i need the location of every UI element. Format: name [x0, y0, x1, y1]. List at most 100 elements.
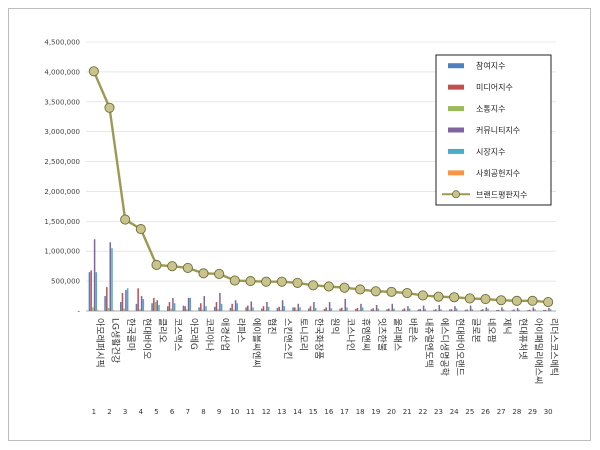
bar — [407, 306, 409, 311]
bar — [309, 306, 312, 311]
y-tick-label: 3,500,000 — [44, 98, 80, 106]
legend-label: 미디어지수 — [476, 82, 513, 92]
bar — [436, 310, 439, 311]
line-point — [464, 293, 475, 304]
category-label: 원익 — [329, 318, 341, 335]
category-label: 제닉 — [501, 318, 512, 335]
bar — [386, 309, 388, 311]
bar — [513, 309, 515, 311]
bar — [184, 306, 186, 311]
bar — [314, 308, 317, 311]
bar — [172, 297, 174, 311]
bar — [548, 308, 550, 311]
bar — [219, 293, 221, 311]
bar — [90, 270, 92, 311]
rank-label: 8 — [201, 408, 205, 416]
bar — [187, 297, 190, 311]
bar — [421, 310, 423, 311]
line-point — [543, 296, 554, 308]
line-point — [308, 280, 319, 291]
bar — [260, 308, 263, 311]
category-label: 내츄럴엔도텍 — [423, 318, 434, 368]
bar — [156, 300, 159, 311]
bar — [119, 302, 122, 311]
bar — [262, 306, 265, 311]
bar — [529, 309, 531, 311]
bar — [471, 309, 474, 311]
y-tick-label: 1,000,000 — [44, 248, 80, 256]
bar — [104, 296, 106, 311]
bar — [191, 310, 193, 311]
legend-swatch — [448, 106, 464, 112]
line-point — [339, 282, 350, 293]
bar — [438, 305, 441, 311]
rank-label: 2 — [107, 408, 111, 416]
line-point — [104, 102, 115, 113]
bar — [374, 310, 376, 311]
bar — [166, 306, 169, 311]
line-point — [135, 224, 146, 235]
bar — [111, 248, 113, 311]
line-point — [229, 275, 240, 286]
rank-label: 26 — [481, 408, 490, 416]
bar — [482, 309, 484, 311]
line-point — [245, 276, 256, 287]
rank-label: 20 — [387, 408, 396, 416]
rank-label: 16 — [324, 408, 333, 416]
bar — [375, 305, 378, 311]
bar — [158, 305, 160, 311]
bar — [325, 307, 327, 311]
legend-swatch — [448, 84, 464, 90]
bar — [330, 308, 333, 311]
bar — [405, 310, 407, 311]
bar — [205, 306, 207, 311]
rank-label: 28 — [512, 408, 521, 416]
category-label: 에이블씨엔씨 — [251, 318, 262, 368]
category-label: 에스디생명공학 — [439, 318, 450, 376]
category-label: LG생활건강 — [110, 318, 122, 363]
bar — [97, 309, 99, 311]
rank-label: 11 — [246, 408, 255, 416]
bar — [377, 308, 380, 311]
bar — [252, 307, 254, 311]
bar — [344, 299, 347, 311]
bar — [388, 308, 390, 311]
bar — [109, 242, 112, 311]
bar — [549, 309, 552, 311]
bar — [358, 310, 360, 311]
category-label: 한국콜마 — [125, 318, 136, 352]
bar — [487, 308, 489, 311]
bar — [168, 302, 171, 311]
bar — [203, 296, 206, 311]
category-label: 휴엠앤씨 — [360, 318, 372, 351]
category-label: 리더스코스메틱 — [548, 318, 560, 376]
rank-label: 15 — [309, 408, 318, 416]
bar — [408, 308, 411, 311]
bar — [173, 303, 176, 311]
bar — [154, 302, 157, 311]
line-point — [527, 295, 538, 306]
rank-label: 29 — [528, 408, 537, 416]
legend-swatch — [448, 63, 464, 69]
bar — [511, 310, 514, 311]
bar — [454, 306, 456, 311]
bar — [126, 288, 129, 311]
bar — [267, 306, 270, 311]
bar — [123, 308, 125, 311]
rank-label: 19 — [371, 408, 380, 416]
category-label: 아모레퍼시픽 — [94, 318, 105, 368]
category-label: 토니모리 — [298, 318, 309, 351]
bar — [248, 309, 251, 311]
line-point — [292, 277, 303, 288]
bar — [125, 290, 127, 311]
category-label: 협진 — [266, 318, 278, 335]
bar — [307, 308, 310, 311]
bar — [401, 309, 404, 311]
rank-label: 7 — [186, 408, 190, 416]
y-tick-label: 2,000,000 — [44, 188, 80, 196]
bar — [139, 309, 141, 311]
bar — [370, 309, 373, 311]
rank-label: 21 — [403, 408, 412, 416]
bar — [88, 272, 91, 311]
